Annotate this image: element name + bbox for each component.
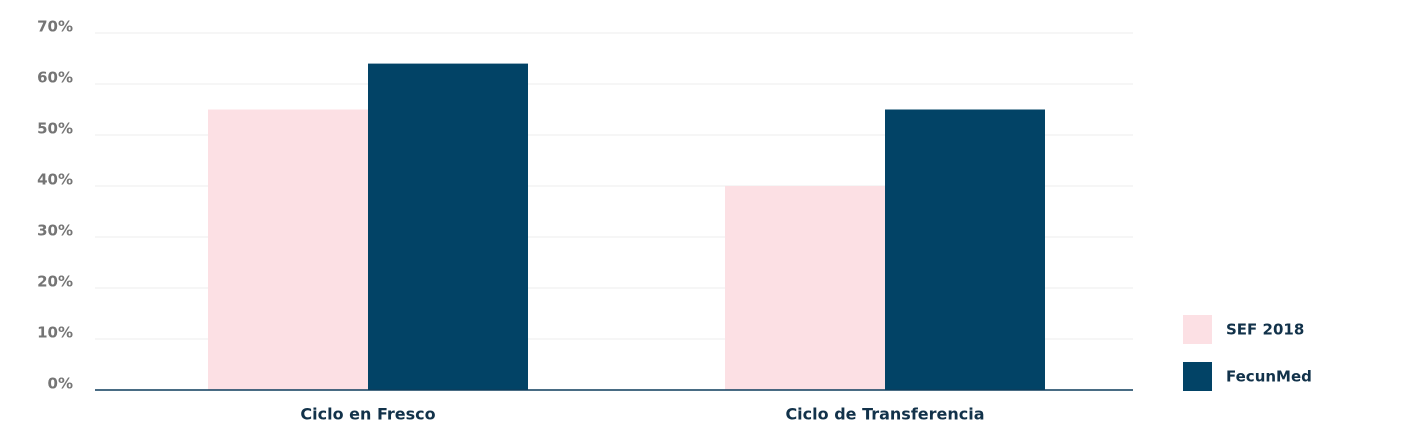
y-tick-label: 0% (48, 375, 73, 393)
y-tick-label: 10% (37, 324, 73, 342)
bar (885, 109, 1045, 390)
bar (208, 109, 368, 390)
x-tick-label: Ciclo en Fresco (300, 405, 435, 424)
legend-label: SEF 2018 (1226, 321, 1304, 339)
x-tick-label: Ciclo de Transferencia (785, 405, 984, 424)
y-tick-label: 30% (37, 222, 73, 240)
y-tick-label: 50% (37, 120, 73, 138)
legend-swatch (1183, 315, 1212, 344)
legend-swatch (1183, 362, 1212, 391)
legend-label: FecunMed (1226, 368, 1312, 386)
y-tick-label: 60% (37, 69, 73, 87)
y-tick-label: 70% (37, 18, 73, 36)
y-tick-label: 20% (37, 273, 73, 291)
y-tick-label: 40% (37, 171, 73, 189)
bar (725, 186, 885, 390)
bar (368, 63, 528, 390)
